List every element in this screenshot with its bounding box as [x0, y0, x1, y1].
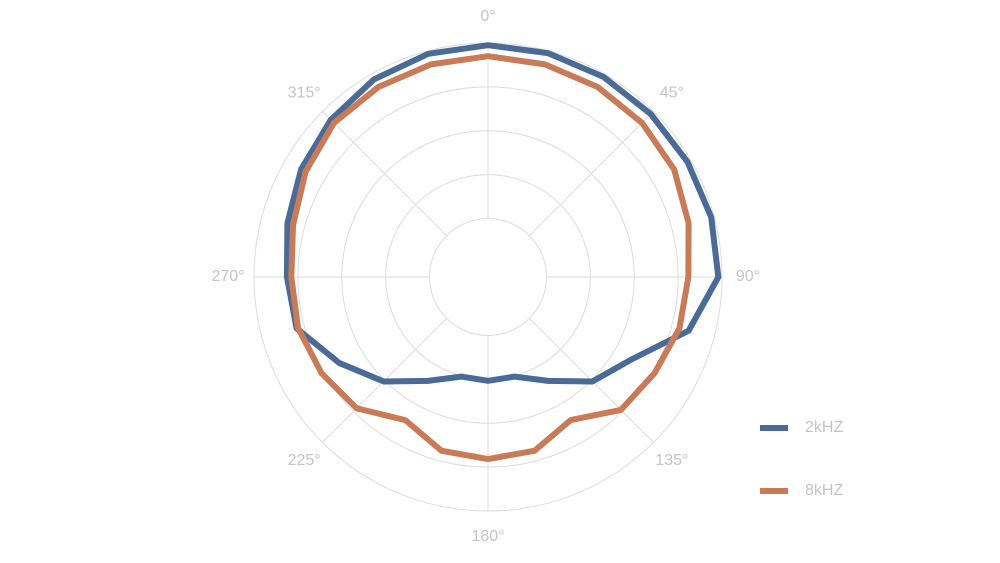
grid-spoke	[529, 111, 654, 236]
angle-label: 225°	[288, 452, 321, 469]
legend-label: 8kHZ	[805, 482, 843, 499]
angle-label: 135°	[655, 452, 688, 469]
series-line	[288, 53, 692, 463]
grid-spoke	[322, 111, 447, 236]
angle-label: 180°	[471, 528, 504, 545]
legend-label: 2kHZ	[805, 419, 843, 436]
angle-label: 90°	[736, 268, 760, 285]
grid-ring	[429, 218, 547, 336]
angle-label: 45°	[660, 84, 684, 101]
angle-label: 270°	[211, 268, 244, 285]
series-line	[283, 42, 722, 385]
angle-label: 0°	[480, 8, 495, 25]
angle-label: 315°	[288, 84, 321, 101]
